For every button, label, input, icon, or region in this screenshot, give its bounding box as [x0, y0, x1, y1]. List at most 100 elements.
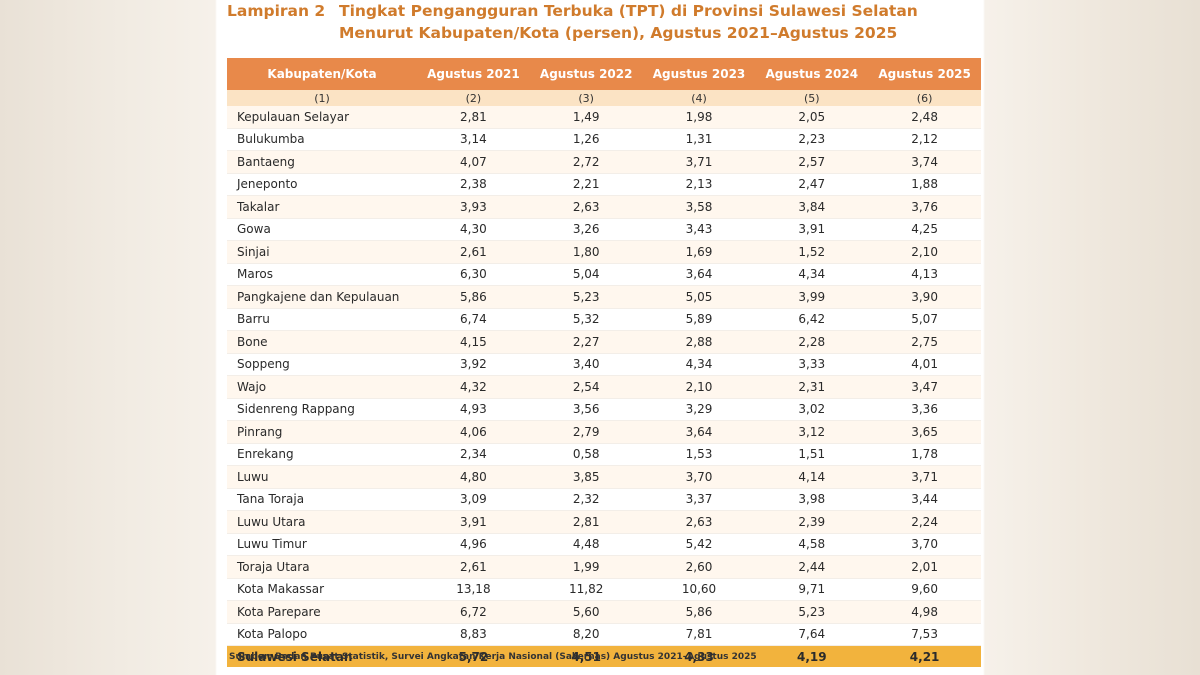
rate-cell: 4,34 — [642, 353, 756, 376]
rate-cell: 1,78 — [868, 443, 981, 466]
region-name-cell: Maros — [227, 263, 417, 286]
rate-cell: 3,64 — [642, 263, 756, 286]
table-row: Kepulauan Selayar 2,81 1,49 1,98 2,05 2,48 — [227, 106, 981, 129]
rate-cell: 8,83 — [417, 623, 530, 646]
rate-cell: 2,61 — [417, 240, 530, 264]
rate-cell: 2,38 — [417, 173, 530, 196]
rate-cell: 2,12 — [868, 128, 981, 151]
rate-cell: 2,13 — [642, 173, 756, 196]
rate-cell: 4,01 — [868, 353, 981, 376]
region-name-cell: Luwu Utara — [227, 510, 417, 534]
rate-cell: 4,32 — [417, 375, 530, 399]
table-row: Gowa 4,30 3,26 3,43 3,91 4,25 — [227, 218, 981, 241]
rate-cell: 2,23 — [755, 128, 869, 151]
rate-cell: 2,48 — [868, 106, 981, 129]
column-header: Agustus 2023 — [642, 58, 756, 90]
region-name-cell: Luwu Timur — [227, 533, 417, 556]
rate-cell: 5,86 — [642, 600, 756, 624]
rate-cell: 4,25 — [868, 218, 981, 241]
column-header: Agustus 2025 — [868, 58, 981, 90]
rate-cell: 3,91 — [755, 218, 869, 241]
region-name-cell: Bantaeng — [227, 150, 417, 174]
rate-cell: 2,75 — [868, 330, 981, 354]
rate-cell: 0,58 — [529, 443, 643, 466]
table-row: Enrekang 2,34 0,58 1,53 1,51 1,78 — [227, 443, 981, 466]
rate-cell: 4,80 — [417, 465, 530, 489]
appendix-label: Lampiran 2 — [227, 2, 326, 20]
rate-cell: 7,81 — [642, 623, 756, 646]
rate-cell: 3,98 — [755, 488, 869, 511]
rate-cell: 3,43 — [642, 218, 756, 241]
source-note: Sumber: Badan Pusat Statistik, Survei An… — [229, 652, 757, 662]
rate-cell: 1,80 — [529, 240, 643, 264]
table-row: Soppeng 3,92 3,40 4,34 3,33 4,01 — [227, 353, 981, 376]
region-name-cell: Barru — [227, 308, 417, 331]
rate-cell: 1,31 — [642, 128, 756, 151]
table-body: Kepulauan Selayar 2,81 1,49 1,98 2,05 2,48 Bul… — [227, 106, 981, 646]
rate-cell: 3,09 — [417, 488, 530, 511]
rate-cell: 2,28 — [755, 330, 869, 354]
column-number-row: (1) (2) (3) (4) (5) (6) — [227, 90, 981, 106]
table-row: Bulukumba 3,14 1,26 1,31 2,23 2,12 — [227, 128, 981, 151]
column-header: Kabupaten/Kota — [227, 58, 417, 90]
rate-cell: 4,34 — [755, 263, 869, 286]
table-row: Tana Toraja 3,09 2,32 3,37 3,98 3,44 — [227, 488, 981, 511]
rate-cell: 2,63 — [529, 195, 643, 219]
rate-cell: 2,81 — [529, 510, 643, 534]
rate-cell: 4,14 — [755, 465, 869, 489]
rate-cell: 3,99 — [755, 285, 869, 309]
rate-cell: 2,21 — [529, 173, 643, 196]
rate-cell: 3,33 — [755, 353, 869, 376]
region-name-cell: Kepulauan Selayar — [227, 106, 417, 129]
total-rate-cell: 4,21 — [868, 645, 981, 667]
rate-cell: 2,44 — [755, 555, 869, 579]
rate-cell: 13,18 — [417, 578, 530, 601]
rate-cell: 3,64 — [642, 420, 756, 444]
column-number: (5) — [755, 90, 869, 106]
rate-cell: 3,26 — [529, 218, 643, 241]
rate-cell: 5,86 — [417, 285, 530, 309]
rate-cell: 3,71 — [642, 150, 756, 174]
rate-cell: 3,92 — [417, 353, 530, 376]
column-number: (4) — [642, 90, 756, 106]
rate-cell: 1,52 — [755, 240, 869, 264]
region-name-cell: Soppeng — [227, 353, 417, 376]
rate-cell: 2,54 — [529, 375, 643, 399]
rate-cell: 3,74 — [868, 150, 981, 174]
rate-cell: 6,72 — [417, 600, 530, 624]
region-name-cell: Kota Makassar — [227, 578, 417, 601]
table-row: Sinjai 2,61 1,80 1,69 1,52 2,10 — [227, 240, 981, 264]
rate-cell: 1,49 — [529, 106, 643, 129]
rate-cell: 5,89 — [642, 308, 756, 331]
rate-cell: 2,63 — [642, 510, 756, 534]
rate-cell: 9,71 — [755, 578, 869, 601]
rate-cell: 4,13 — [868, 263, 981, 286]
table-row: Bone 4,15 2,27 2,88 2,28 2,75 — [227, 330, 981, 354]
rate-cell: 2,31 — [755, 375, 869, 399]
table-row: Bantaeng 4,07 2,72 3,71 2,57 3,74 — [227, 150, 981, 174]
region-name-cell: Enrekang — [227, 443, 417, 466]
region-name-cell: Kota Palopo — [227, 623, 417, 646]
rate-cell: 4,15 — [417, 330, 530, 354]
title-block: Lampiran 2 Tingkat Pengangguran Terbuka … — [227, 2, 977, 46]
rate-cell: 9,60 — [868, 578, 981, 601]
table-row: Kota Parepare 6,72 5,60 5,86 5,23 4,98 — [227, 600, 981, 624]
rate-cell: 2,32 — [529, 488, 643, 511]
region-name-cell: Toraja Utara — [227, 555, 417, 579]
rate-cell: 1,53 — [642, 443, 756, 466]
rate-cell: 3,37 — [642, 488, 756, 511]
rate-cell: 2,34 — [417, 443, 530, 466]
rate-cell: 3,29 — [642, 398, 756, 421]
total-rate-cell: 4,19 — [755, 645, 869, 667]
rate-cell: 4,48 — [529, 533, 643, 556]
rate-cell: 3,58 — [642, 195, 756, 219]
rate-cell: 2,57 — [755, 150, 869, 174]
rate-cell: 4,06 — [417, 420, 530, 444]
table-row: Kota Makassar 13,18 11,82 10,60 9,71 9,60 — [227, 578, 981, 601]
region-name-cell: Sinjai — [227, 240, 417, 264]
region-name-cell: Gowa — [227, 218, 417, 241]
rate-cell: 1,99 — [529, 555, 643, 579]
rate-cell: 2,01 — [868, 555, 981, 579]
column-number: (3) — [529, 90, 643, 106]
region-name-cell: Luwu — [227, 465, 417, 489]
